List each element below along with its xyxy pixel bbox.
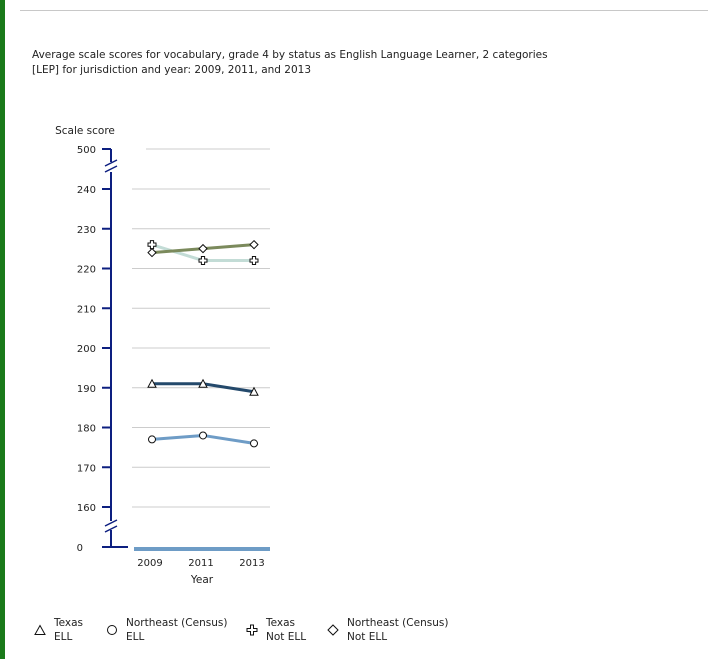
data-point-triangle xyxy=(147,378,157,388)
data-point-circle xyxy=(148,435,156,444)
triangle-marker-icon xyxy=(34,624,46,635)
data-point-diamond xyxy=(147,247,157,258)
diamond-marker-icon xyxy=(327,624,339,636)
line-chart: Scale score 500 160 170 180 190 200 210 220 230 24… xyxy=(55,125,270,586)
data-point-triangle xyxy=(249,386,259,396)
legend-label-line-1: Texas xyxy=(266,617,296,629)
data-point-diamond xyxy=(198,243,208,254)
data-point-circle xyxy=(250,439,258,448)
y-axis-label: Scale score xyxy=(55,125,115,137)
legend-label-line-1: Northeast (Census) xyxy=(126,617,228,629)
legend-item-northeast-ell: Northeast (Census) ELL xyxy=(106,616,227,644)
x-tick-label: 2009 xyxy=(137,558,162,569)
circle-marker-icon xyxy=(107,625,117,635)
x-tick-label: 2011 xyxy=(188,558,213,569)
y-tick-label: 220 xyxy=(77,265,96,276)
data-point-diamond xyxy=(249,239,259,250)
chart-title-line-2: [LEP] for jurisdiction and year: 2009, 2… xyxy=(32,64,312,76)
legend-label-line-2: Not ELL xyxy=(347,631,388,643)
legend-item-texas-not-ell: Texas Not ELL xyxy=(246,616,306,644)
legend-label-line-1: Texas xyxy=(54,617,84,629)
legend-label-line-2: ELL xyxy=(54,631,73,643)
y-tick-label: 160 xyxy=(77,503,96,514)
y-tick-label: 170 xyxy=(77,463,96,474)
y-tick-label: 500 xyxy=(77,145,96,156)
data-point-triangle xyxy=(198,378,208,388)
legend-item-northeast-not-ell: Northeast (Census) Not ELL xyxy=(327,616,448,644)
y-tick-label: 210 xyxy=(77,304,96,315)
axis-break-icon xyxy=(104,159,118,173)
legend-label-line-1: Northeast (Census) xyxy=(347,617,449,629)
y-tick-label: 0 xyxy=(77,543,83,554)
y-tick-label: 230 xyxy=(77,225,96,236)
axis-break-icon xyxy=(104,519,118,533)
legend-item-texas-ell: Texas ELL xyxy=(34,616,83,644)
y-tick-label: 190 xyxy=(77,384,96,395)
y-tick-label: 200 xyxy=(77,344,96,355)
y-tick-label: 240 xyxy=(77,185,96,196)
cross-marker-icon xyxy=(246,624,258,636)
data-point-cross xyxy=(249,256,259,266)
y-tick-label: 180 xyxy=(77,424,96,435)
page-left-border xyxy=(0,0,5,659)
chart-title: Average scale scores for vocabulary, gra… xyxy=(32,48,592,78)
legend-label-line-2: Not ELL xyxy=(266,631,307,643)
data-point-circle xyxy=(199,431,207,440)
data-point-cross xyxy=(198,256,208,266)
legend-label-line-2: ELL xyxy=(126,631,145,643)
data-point-cross xyxy=(147,240,157,250)
x-tick-label: 2013 xyxy=(239,558,264,569)
top-divider xyxy=(20,10,708,11)
chart-title-line-1: Average scale scores for vocabulary, gra… xyxy=(32,49,548,61)
x-axis-label: Year xyxy=(190,574,214,586)
